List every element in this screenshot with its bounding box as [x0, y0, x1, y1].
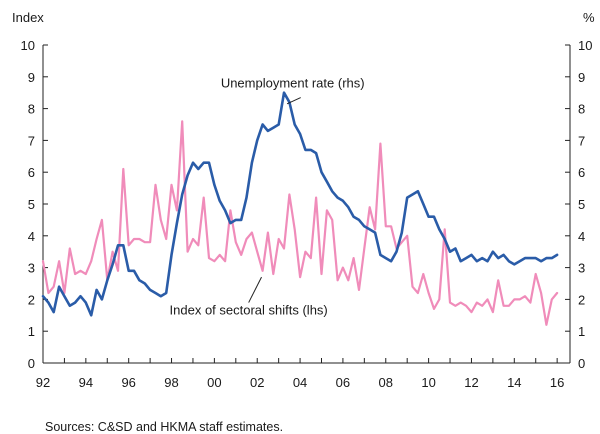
x-tick-label: 16: [550, 375, 564, 390]
x-tick-label: 04: [293, 375, 307, 390]
right-y-tick-label: 4: [578, 229, 585, 244]
x-tick-label: 14: [507, 375, 521, 390]
x-tick-label: 98: [164, 375, 178, 390]
x-tick-label: 96: [121, 375, 135, 390]
unemployment-rate-label: Unemployment rate (rhs): [221, 76, 365, 91]
x-tick-label: 02: [250, 375, 264, 390]
left-y-tick-label: 0: [28, 356, 35, 371]
x-tick-label: 94: [79, 375, 93, 390]
x-tick-label: 92: [36, 375, 50, 390]
left-y-tick-label: 8: [28, 102, 35, 117]
unemployment-rate-line: [41, 91, 559, 317]
x-tick-label: 10: [421, 375, 435, 390]
right-axis-unit: %: [583, 10, 595, 25]
left-y-tick-label: 4: [28, 229, 35, 244]
right-y-tick-label: 8: [578, 102, 585, 117]
right-y-tick-label: 7: [578, 133, 585, 148]
right-y-tick-label: 5: [578, 197, 585, 212]
right-y-tick-label: 9: [578, 70, 585, 85]
unemployment-rate-leader: [286, 97, 301, 105]
right-y-tick-label: 2: [578, 292, 585, 307]
x-tick-label: 12: [464, 375, 478, 390]
right-y-tick-label: 3: [578, 261, 585, 276]
x-tick-label: 06: [336, 375, 350, 390]
left-y-tick-label: 3: [28, 261, 35, 276]
left-axis-unit: Index: [12, 10, 44, 25]
x-tick-label: 08: [379, 375, 393, 390]
right-y-tick-label: 1: [578, 324, 585, 339]
right-y-tick-label: 6: [578, 165, 585, 180]
chart-series: [41, 91, 559, 326]
left-y-tick-label: 1: [28, 324, 35, 339]
chart-annotations: Unemployment rate (rhs) Index of sectoral…: [170, 76, 365, 318]
right-y-tick-label: 0: [578, 356, 585, 371]
x-tick-label: 00: [207, 375, 221, 390]
left-y-tick-label: 5: [28, 197, 35, 212]
sectoral-shifts-leader: [248, 276, 262, 303]
left-y-tick-label: 7: [28, 133, 35, 148]
left-y-tick-label: 2: [28, 292, 35, 307]
left-y-tick-label: 10: [21, 38, 35, 53]
source-note: Sources: C&SD and HKMA staff estimates.: [45, 420, 284, 434]
sectoral-shifts-label: Index of sectoral shifts (lhs): [170, 303, 328, 318]
left-y-tick-label: 6: [28, 165, 35, 180]
sectoral-shifts-line: [41, 120, 559, 326]
left-y-tick-label: 9: [28, 70, 35, 85]
right-y-tick-label: 10: [578, 38, 592, 53]
